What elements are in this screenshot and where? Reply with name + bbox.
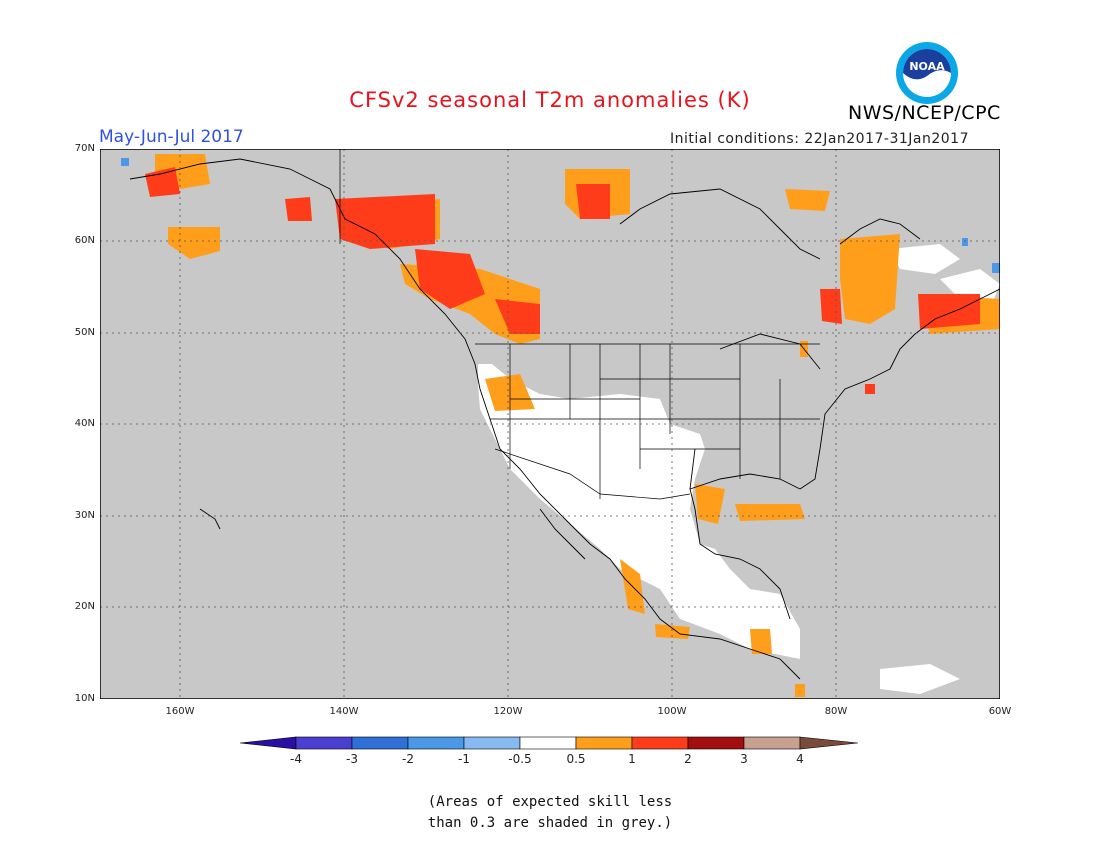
organization-label: NWS/NCEP/CPC	[848, 102, 1001, 124]
lon-label: 140W	[329, 706, 359, 717]
logo-text: NOAA	[909, 60, 945, 73]
lat-label: 50N	[74, 327, 95, 338]
lat-label: 30N	[74, 510, 95, 521]
lat-label: 40N	[74, 418, 95, 429]
colorbar-tick-label: -2	[402, 752, 414, 766]
lat-label: 70N	[74, 143, 95, 154]
colorbar-swatch	[519, 736, 577, 750]
skill-note-line: than 0.3 are shaded in grey.)	[427, 815, 673, 831]
colorbar-tick-label: 2	[684, 752, 692, 766]
lon-label: 160W	[165, 706, 195, 717]
colorbar-tick-label: -3	[346, 752, 358, 766]
lat-label: 60N	[74, 235, 95, 246]
colorbar-swatch	[295, 736, 353, 750]
colorbar-swatch	[743, 736, 801, 750]
colorbar-low-arrow	[239, 736, 297, 750]
colorbar-tick-label: -0.5	[508, 752, 532, 766]
colorbar-swatch	[351, 736, 409, 750]
lon-label: 80W	[824, 706, 848, 717]
borders	[339, 149, 820, 500]
warm-anomaly-areas-strong	[145, 167, 980, 394]
colorbar-tick-label: 4	[796, 752, 804, 766]
colorbar-tick-label: -4	[290, 752, 302, 766]
noaa-logo: NOAA	[894, 40, 960, 106]
colorbar-swatch	[575, 736, 633, 750]
initial-conditions-label: Initial conditions: 22Jan2017-31Jan2017	[670, 131, 969, 147]
season-period-label: May-Jun-Jul 2017	[99, 127, 244, 147]
colorbar	[239, 736, 859, 750]
colorbar-swatch	[631, 736, 689, 750]
lat-label: 20N	[74, 601, 95, 612]
lon-label: 120W	[493, 706, 523, 717]
lon-label: 60W	[988, 706, 1012, 717]
lon-label: 100W	[657, 706, 687, 717]
colorbar-high-arrow	[799, 736, 859, 750]
skill-note-line: (Areas of expected skill less	[427, 794, 673, 810]
anomaly-map	[100, 149, 1000, 699]
colorbar-tick-label: 0.5	[566, 752, 586, 766]
chart-title: CFSv2 seasonal T2m anomalies (K)	[349, 88, 751, 112]
colorbar-tick-label: -1	[458, 752, 470, 766]
graticule	[100, 149, 1000, 699]
skill-note: (Areas of expected skill less than 0.3 a…	[0, 792, 1100, 834]
colorbar-swatch	[407, 736, 465, 750]
colorbar-swatch	[687, 736, 745, 750]
colorbar-swatch	[463, 736, 521, 750]
cold-anomaly-areas	[121, 158, 1000, 273]
lat-label: 10N	[74, 693, 95, 704]
colorbar-tick-label: 1	[628, 752, 636, 766]
colorbar-tick-label: 3	[740, 752, 748, 766]
